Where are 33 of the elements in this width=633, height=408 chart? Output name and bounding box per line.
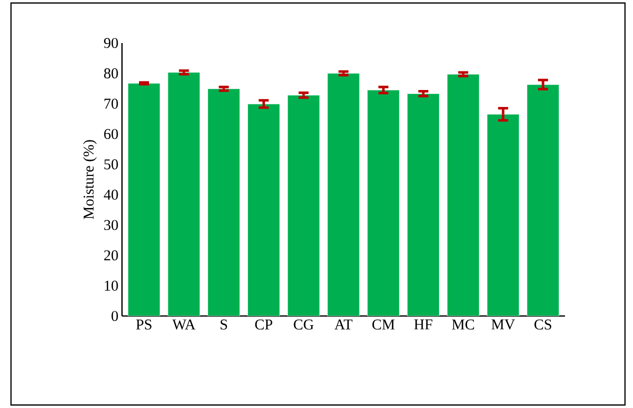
x-tick-label: MV: [492, 320, 515, 330]
y-tick-label: 50: [104, 159, 118, 170]
bar: [367, 90, 400, 316]
y-tick-label: 70: [104, 98, 118, 109]
bar: [447, 74, 480, 316]
x-tick-label: CP: [255, 320, 272, 330]
y-axis-title: Moisture (%): [83, 140, 97, 220]
bar: [486, 114, 520, 316]
bar: [208, 88, 240, 316]
bar: [327, 73, 360, 316]
bar: [168, 72, 200, 316]
x-tick-label: PS: [136, 320, 152, 330]
bar: [248, 104, 280, 316]
x-tick-label: AT: [334, 320, 352, 330]
bar: [128, 83, 160, 316]
y-tick-label: 80: [104, 68, 118, 78]
x-tick-label: S: [220, 320, 228, 330]
x-tick-label: CS: [534, 320, 552, 330]
bar: [287, 94, 320, 316]
bar: [526, 84, 560, 316]
x-tick-label: CG: [294, 320, 314, 330]
y-tick-label: 60: [104, 128, 118, 140]
x-tick-label: WA: [172, 320, 196, 330]
bar: [407, 93, 440, 316]
x-tick-label: HF: [414, 320, 432, 330]
y-tick-label: 90: [104, 38, 118, 48]
y-tick-label: 10: [104, 280, 118, 291]
y-tick-label: 20: [104, 250, 118, 260]
x-tick-label: CM: [372, 320, 395, 330]
x-tick-label: MC: [452, 320, 474, 330]
y-tick-label: 40: [104, 190, 118, 200]
y-tick-label: 0: [112, 310, 118, 322]
y-tick-label: 30: [104, 220, 118, 230]
